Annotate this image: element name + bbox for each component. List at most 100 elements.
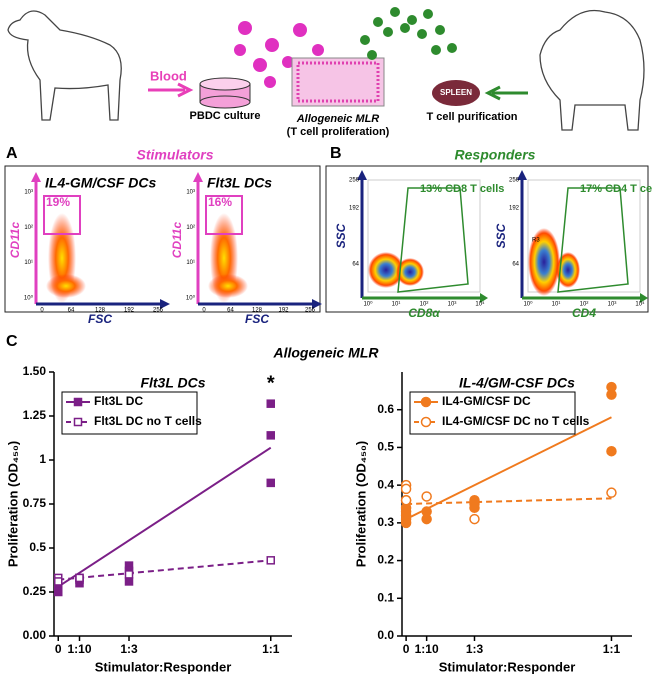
x-tick-label: 0 bbox=[55, 642, 62, 656]
data-point bbox=[400, 483, 412, 495]
x-axis-label: CD8α bbox=[408, 306, 440, 320]
x-axis-label: CD4 bbox=[572, 306, 596, 320]
x-tick-label: 256 bbox=[305, 308, 316, 314]
panel-title: Stimulators bbox=[136, 147, 213, 163]
y-axis-label: SSC bbox=[494, 223, 508, 248]
x-tick-label: 10⁰ bbox=[523, 301, 533, 308]
data-point bbox=[421, 491, 432, 502]
y-axis-label: CD11c bbox=[8, 221, 22, 258]
plot-frame bbox=[527, 179, 641, 293]
blood-label: Blood bbox=[150, 68, 187, 83]
data-point bbox=[469, 513, 480, 525]
density-cloud bbox=[528, 228, 560, 296]
x-tick-label: 10³ bbox=[608, 302, 617, 308]
axis-arrow bbox=[480, 293, 488, 303]
y-tick-label: 10³ bbox=[186, 190, 195, 196]
y-axis-label: Proliferation (OD₄₅₀) bbox=[5, 441, 20, 567]
spleen-label: SPLEEN bbox=[440, 88, 472, 97]
y-tick-label: 0.5 bbox=[377, 440, 394, 454]
x-tick-label: 64 bbox=[227, 308, 234, 314]
gate bbox=[397, 187, 469, 293]
y-tick-label: 192 bbox=[349, 206, 360, 212]
y-tick-label: 0.75 bbox=[23, 496, 47, 510]
chart-title: Flt3L DCs bbox=[140, 375, 205, 391]
data-point bbox=[266, 556, 275, 565]
x-tick-label: 0 bbox=[40, 308, 44, 314]
dog-left bbox=[7, 10, 122, 121]
data-point bbox=[400, 494, 412, 506]
data-point bbox=[124, 570, 134, 579]
data-point bbox=[75, 573, 84, 583]
x-tick-label: 1:1 bbox=[262, 642, 280, 656]
mlr-title: Allogeneic MLR bbox=[296, 113, 380, 125]
data-point bbox=[124, 577, 134, 586]
y-tick-label: 1 bbox=[39, 452, 46, 466]
x-axis-label: FSC bbox=[245, 312, 269, 326]
x-tick-label: 10¹ bbox=[552, 302, 561, 308]
x-tick-label: 10⁴ bbox=[635, 301, 645, 308]
y-tick-label: 0.5 bbox=[29, 540, 46, 554]
density-cloud bbox=[46, 274, 86, 298]
data-point bbox=[266, 399, 275, 408]
x-tick-label: 10² bbox=[580, 302, 589, 308]
y-axis-label: Proliferation (OD₄₅₀) bbox=[353, 441, 368, 567]
arrow bbox=[484, 85, 528, 101]
data-point bbox=[421, 513, 432, 525]
legend-marker bbox=[73, 417, 83, 427]
dog-right bbox=[539, 9, 645, 131]
y-tick-label: 10⁰ bbox=[24, 295, 34, 302]
schematic: Blood PBDC culture Allogeneic MLR (T cel… bbox=[7, 7, 645, 138]
data-point bbox=[266, 431, 275, 440]
legend-label: Flt3L DC bbox=[94, 394, 143, 408]
data-point bbox=[54, 577, 63, 586]
y-tick-label: 0.2 bbox=[377, 553, 394, 567]
x-tick-label: 1:3 bbox=[120, 642, 138, 656]
x-tick-label: 128 bbox=[252, 308, 263, 314]
panel-frame bbox=[325, 165, 649, 313]
legend-marker bbox=[73, 397, 83, 407]
x-tick-label: 1:10 bbox=[67, 642, 91, 656]
x-tick-label: 1:10 bbox=[415, 642, 439, 656]
legend-marker bbox=[420, 416, 432, 428]
x-tick-label: 192 bbox=[124, 308, 135, 314]
density-cloud bbox=[396, 258, 424, 286]
y-tick-label: 0.00 bbox=[23, 628, 47, 642]
y-tick-label: 10¹ bbox=[186, 260, 195, 266]
y-tick-label: 256 bbox=[509, 178, 520, 184]
data-point bbox=[400, 506, 412, 517]
legend-label: IL4-GM/CSF DC no T cells bbox=[442, 414, 590, 428]
gate-label: 19% bbox=[46, 195, 70, 209]
y-tick-label: 0.3 bbox=[377, 515, 394, 529]
y-tick-label: 192 bbox=[509, 206, 520, 212]
tcell-label: T cell purification bbox=[426, 111, 517, 123]
x-tick-label: 10⁰ bbox=[363, 301, 373, 308]
data-point bbox=[606, 389, 617, 400]
plot-title: IL4-GM/CSF DCs bbox=[45, 175, 156, 191]
density-cloud bbox=[208, 274, 248, 298]
data-point bbox=[266, 478, 275, 488]
x-tick-label: 10¹ bbox=[392, 302, 401, 308]
chart-title: IL-4/GM-CSF DCs bbox=[459, 375, 575, 391]
x-tick-label: 256 bbox=[153, 308, 164, 314]
data-point bbox=[469, 502, 480, 514]
x-tick-label: 10³ bbox=[448, 302, 457, 308]
annotation: * bbox=[267, 373, 275, 395]
x-tick-label: 64 bbox=[68, 308, 75, 314]
y-tick-label: 10³ bbox=[24, 190, 33, 196]
arrow bbox=[148, 82, 194, 98]
axis-arrow bbox=[517, 170, 527, 180]
x-tick-label: 1:3 bbox=[466, 642, 484, 656]
petri-dish bbox=[199, 77, 251, 109]
y-tick-label: 0.0 bbox=[377, 628, 394, 642]
gate-label: 13% CD8 T cells bbox=[420, 183, 504, 195]
gate bbox=[205, 195, 243, 235]
plot-title: Flt3L DCs bbox=[207, 175, 272, 191]
fit-line bbox=[406, 497, 612, 505]
axis-arrow bbox=[31, 172, 41, 182]
y-tick-label: 0.25 bbox=[23, 584, 47, 598]
t-cells bbox=[360, 7, 457, 60]
data-point bbox=[400, 517, 412, 529]
y-tick-label: 64 bbox=[352, 262, 359, 268]
panel-title: Allogeneic MLR bbox=[272, 345, 379, 361]
